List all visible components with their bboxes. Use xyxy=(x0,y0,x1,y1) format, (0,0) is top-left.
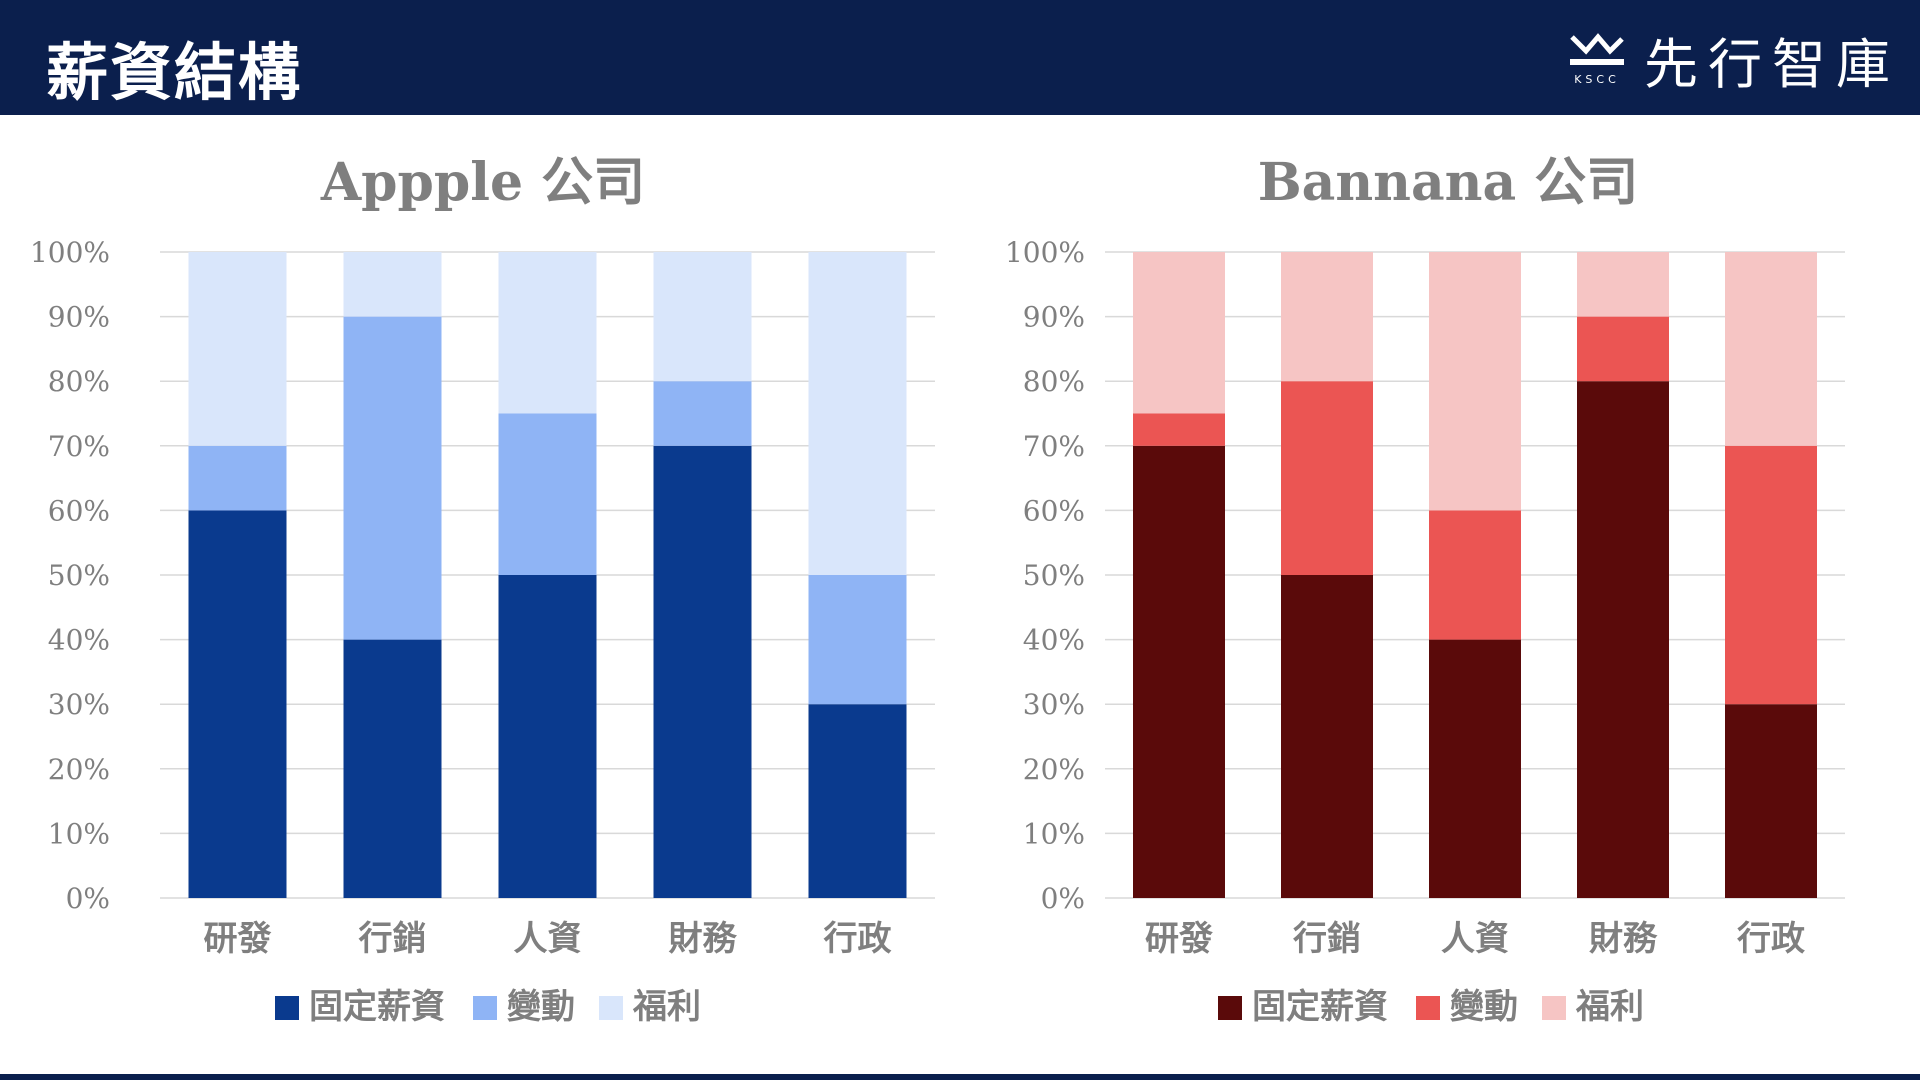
legend-swatch xyxy=(473,996,497,1020)
bar-segment xyxy=(1429,639,1521,898)
brand-logo-icon: KSCC xyxy=(1570,33,1624,86)
bar-segment xyxy=(1725,704,1817,898)
y-tick-label: 60% xyxy=(48,494,110,527)
y-tick-label: 70% xyxy=(1023,430,1085,463)
bar-segment xyxy=(808,704,907,898)
bar-segment xyxy=(188,510,287,898)
bar-segment xyxy=(1577,381,1669,898)
legend-label: 固定薪資 xyxy=(309,987,445,1027)
bar-segment xyxy=(808,252,907,575)
bar-segment xyxy=(1725,252,1817,446)
legend-label: 福利 xyxy=(632,987,701,1027)
y-tick-label: 30% xyxy=(1023,688,1085,721)
legend-swatch xyxy=(599,996,623,1020)
bar-segment xyxy=(343,639,442,898)
bar-segment xyxy=(1133,252,1225,414)
legend-label: 變動 xyxy=(1450,987,1518,1027)
y-tick-label: 70% xyxy=(48,430,110,463)
y-tick-label: 20% xyxy=(48,753,110,786)
x-category-label: 人資 xyxy=(514,919,582,959)
bar-segment xyxy=(1281,252,1373,382)
legend-swatch xyxy=(275,996,299,1020)
bar-segment xyxy=(653,252,752,382)
chart-apple: Appple 公司 0% 10% 20% 30% 40% 50% 60% 70% 80% 90% 10… xyxy=(30,152,935,1027)
legend-swatch xyxy=(1416,996,1440,1020)
bar-segment xyxy=(653,381,752,446)
bar-segment xyxy=(1281,575,1373,898)
x-category-label: 行銷 xyxy=(1293,919,1361,959)
bar-segment xyxy=(188,252,287,446)
bar-segment xyxy=(343,252,442,317)
brand: KSCC 先行智庫 xyxy=(1568,24,1900,96)
x-category-label: 研發 xyxy=(1145,919,1213,959)
bar-segment xyxy=(498,252,597,414)
bar-segment xyxy=(653,445,752,898)
bar-segment xyxy=(498,575,597,898)
x-category-label: 行政 xyxy=(1737,919,1805,959)
bar-segment xyxy=(343,316,442,640)
x-category-label: 行銷 xyxy=(359,919,427,959)
y-tick-label: 50% xyxy=(1023,559,1085,592)
x-category-label: 人資 xyxy=(1441,919,1509,959)
chart-title: Appple 公司 xyxy=(320,152,645,213)
bar-segment xyxy=(188,445,287,511)
bottom-bar xyxy=(0,1074,1920,1080)
y-tick-label: 80% xyxy=(48,365,110,398)
chart-title: Bannana 公司 xyxy=(1258,152,1639,213)
legend-label: 變動 xyxy=(507,987,575,1027)
bar-segment xyxy=(1281,381,1373,575)
y-tick-label: 0% xyxy=(1041,882,1085,915)
y-tick-label: 10% xyxy=(1023,817,1085,850)
legend-label: 固定薪資 xyxy=(1252,987,1388,1027)
y-tick-label: 50% xyxy=(48,559,110,592)
x-category-label: 財務 xyxy=(669,919,738,959)
bar-segment xyxy=(498,413,597,575)
y-tick-label: 0% xyxy=(66,882,110,915)
y-tick-label: 80% xyxy=(1023,365,1085,398)
brand-logo-text: KSCC xyxy=(1574,73,1620,86)
x-category-label: 行政 xyxy=(824,919,892,959)
bar-segment xyxy=(1133,445,1225,898)
y-tick-label: 90% xyxy=(48,301,110,334)
y-tick-label: 10% xyxy=(48,817,110,850)
x-category-label: 研發 xyxy=(204,919,272,959)
page-title: 薪資結構 xyxy=(46,36,303,109)
bar-segment xyxy=(808,575,907,705)
y-tick-label: 100% xyxy=(1005,236,1085,269)
bar-segment xyxy=(1577,316,1669,382)
bar-segment xyxy=(1725,445,1817,705)
legend-swatch xyxy=(1542,996,1566,1020)
legend-swatch xyxy=(1218,996,1242,1020)
y-tick-label: 100% xyxy=(30,236,110,269)
x-category-label: 財務 xyxy=(1589,919,1658,959)
legend-label: 福利 xyxy=(1575,987,1644,1027)
y-tick-label: 20% xyxy=(1023,753,1085,786)
y-tick-label: 40% xyxy=(48,624,110,657)
y-tick-label: 60% xyxy=(1023,494,1085,527)
bar-segment xyxy=(1133,413,1225,446)
y-tick-label: 90% xyxy=(1023,301,1085,334)
bar-segment xyxy=(1429,252,1521,511)
y-tick-label: 30% xyxy=(48,688,110,721)
y-tick-label: 40% xyxy=(1023,624,1085,657)
brand-name: 先行智庫 xyxy=(1644,32,1900,96)
chart-bannana: Bannana 公司 0% 10% 20% 30% 40% 50% 60% 70% 80% 90% 1… xyxy=(1005,152,1845,1027)
bar-segment xyxy=(1577,252,1669,317)
bar-segment xyxy=(1429,510,1521,640)
header-bar: 薪資結構 KSCC 先行智庫 xyxy=(0,0,1920,115)
